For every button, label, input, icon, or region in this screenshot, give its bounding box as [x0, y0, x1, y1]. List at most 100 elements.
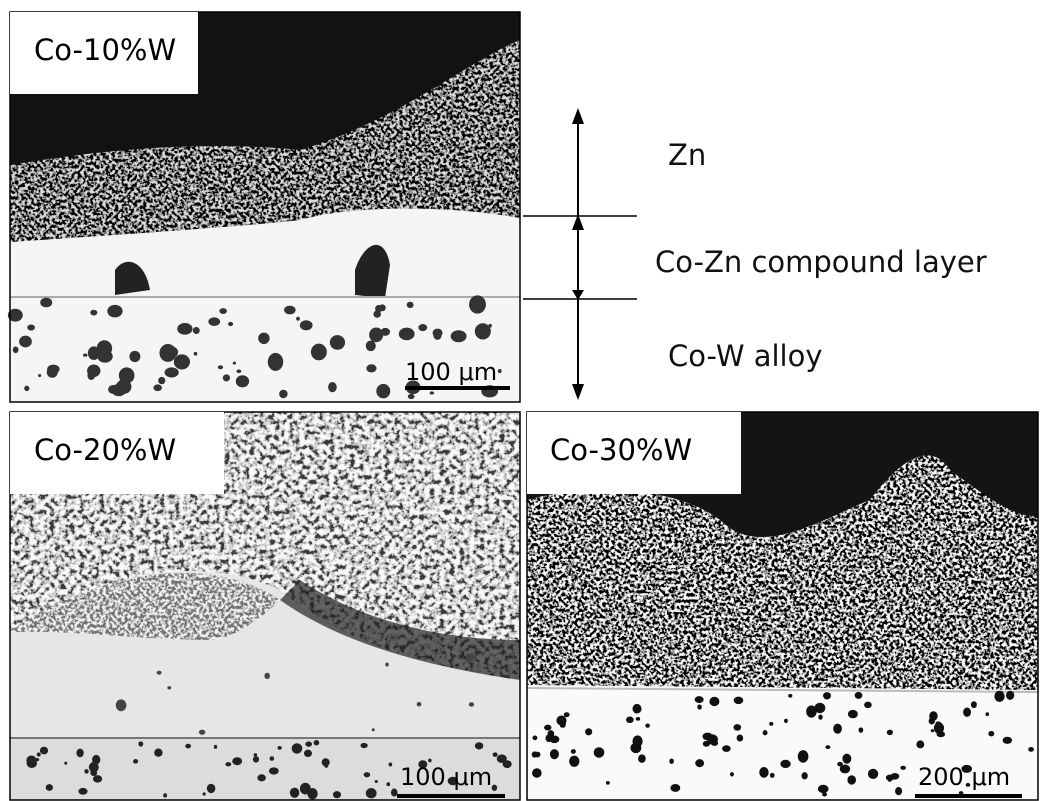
- particle: [269, 767, 279, 774]
- particle: [76, 749, 83, 758]
- particle: [407, 302, 414, 308]
- particle: [228, 322, 233, 326]
- particle: [165, 346, 178, 357]
- particle: [636, 717, 640, 721]
- particle: [87, 365, 100, 378]
- micrograph-3: Co-30%W 200 μm: [527, 412, 1038, 800]
- particle: [695, 696, 704, 703]
- particle: [842, 754, 851, 764]
- particle: [19, 336, 32, 348]
- particle: [93, 775, 102, 782]
- particle: [366, 788, 377, 798]
- panel-label: Co-20%W: [34, 433, 176, 467]
- particle: [194, 352, 198, 356]
- particle: [709, 697, 719, 706]
- particle: [417, 702, 422, 706]
- particle: [488, 324, 491, 328]
- particle: [376, 384, 390, 398]
- particle: [465, 653, 474, 661]
- particle: [97, 340, 112, 356]
- particle: [430, 391, 434, 394]
- particle: [233, 362, 236, 365]
- particle: [386, 782, 390, 786]
- particle: [886, 775, 894, 781]
- particle: [498, 369, 502, 373]
- particle: [47, 365, 59, 374]
- particle: [64, 762, 67, 765]
- particle: [84, 769, 88, 774]
- particle: [38, 374, 41, 377]
- particle: [258, 333, 269, 344]
- particle: [116, 699, 127, 711]
- particle: [695, 759, 704, 767]
- particle: [208, 317, 220, 326]
- particle: [994, 691, 1004, 702]
- particle: [290, 788, 299, 798]
- particle: [254, 753, 258, 756]
- particle: [986, 712, 990, 716]
- particle: [632, 735, 642, 747]
- particle: [199, 730, 205, 735]
- particle: [759, 767, 768, 778]
- particle: [174, 354, 190, 369]
- scale-bar-label: 100 μm: [400, 763, 492, 791]
- particle: [223, 374, 230, 381]
- particle: [372, 728, 375, 731]
- particle: [366, 364, 376, 372]
- annotation: Zn: [668, 138, 706, 172]
- particle: [594, 747, 605, 757]
- particle: [931, 729, 935, 732]
- particle: [399, 328, 415, 341]
- particle: [837, 762, 843, 767]
- particle: [203, 792, 206, 795]
- particle: [408, 394, 415, 399]
- particle: [119, 367, 135, 383]
- particle: [571, 749, 576, 754]
- particle: [36, 758, 40, 761]
- particle: [138, 741, 143, 746]
- particle: [864, 702, 872, 708]
- particle: [801, 772, 807, 779]
- scale-bar-label: 200 μm: [918, 763, 1010, 791]
- particle: [90, 770, 97, 776]
- particle: [887, 730, 893, 736]
- particle: [37, 752, 41, 756]
- particle: [46, 784, 53, 791]
- particle: [929, 717, 935, 724]
- panel-label: Co-10%W: [34, 33, 176, 67]
- particle: [722, 745, 731, 752]
- particle: [730, 772, 734, 776]
- particle: [153, 384, 162, 391]
- particle: [569, 756, 579, 767]
- panel-label: Co-30%W: [550, 433, 692, 467]
- particle: [270, 756, 275, 761]
- particle: [40, 747, 48, 755]
- particle: [534, 752, 540, 758]
- particle: [1028, 747, 1034, 752]
- annotation: Co-W alloy: [668, 339, 823, 373]
- layer-annotations: Zn Co-Zn compound layer Co-W alloy: [523, 108, 987, 400]
- particle: [544, 725, 551, 731]
- particle: [219, 308, 227, 314]
- particle: [163, 793, 167, 797]
- annotation: Co-Zn compound layer: [655, 245, 987, 279]
- particle: [177, 323, 192, 335]
- particle: [236, 370, 241, 374]
- particle: [697, 704, 702, 709]
- particle: [788, 694, 792, 698]
- particle: [475, 742, 483, 749]
- particle: [307, 788, 317, 799]
- particle: [78, 788, 87, 795]
- particle: [638, 754, 646, 762]
- particle: [971, 701, 977, 708]
- particle: [532, 768, 542, 777]
- particle: [469, 295, 486, 313]
- particle: [107, 305, 122, 318]
- particle: [823, 692, 831, 699]
- particle: [129, 351, 140, 362]
- particle: [379, 304, 386, 311]
- particle: [707, 734, 718, 744]
- particle: [385, 663, 388, 667]
- particle: [324, 764, 328, 767]
- particle: [934, 722, 944, 734]
